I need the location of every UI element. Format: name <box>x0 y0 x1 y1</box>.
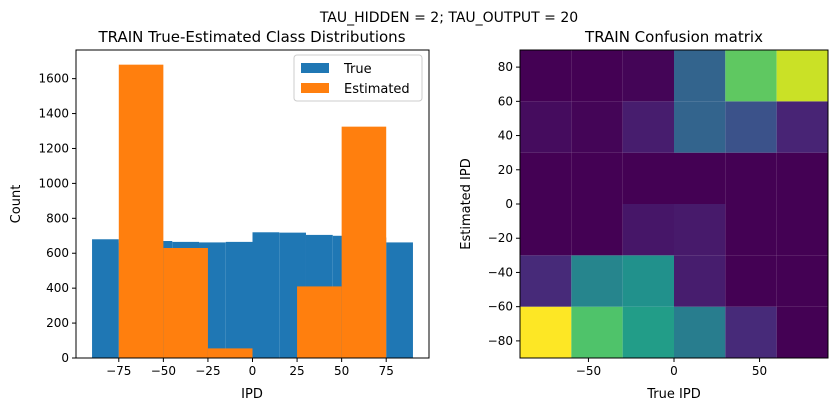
x-tick-label: −25 <box>195 364 220 378</box>
x-tick-label: −50 <box>151 364 176 378</box>
true-bar <box>386 242 413 358</box>
legend-swatch-true <box>301 63 329 73</box>
confusion-matrix-cell <box>725 306 777 358</box>
confusion-matrix-cell <box>520 152 572 204</box>
y-tick-label: 80 <box>498 60 513 74</box>
confusion-matrix-cell <box>622 204 674 256</box>
x-tick-label: 75 <box>379 364 394 378</box>
confusion-matrix-cell <box>725 204 777 256</box>
confusion-matrix-y-ticks: −80 −60 −40 −20 0 20 40 60 80 <box>488 60 520 348</box>
y-tick-label: 0 <box>61 351 69 365</box>
y-tick-label: 1200 <box>38 141 69 155</box>
y-tick-label: 400 <box>46 281 69 295</box>
x-tick-label: 0 <box>670 364 678 378</box>
histogram-y-label: Count <box>9 185 24 224</box>
confusion-matrix-cell <box>674 306 726 358</box>
confusion-matrix-chart: TRAIN Confusion matrix −50 0 50 −80−60−40−… <box>459 28 829 402</box>
estimated-bar <box>341 126 387 359</box>
y-tick-label: 60 <box>498 94 513 108</box>
confusion-matrix-cell <box>571 50 623 102</box>
legend-swatch-estimated <box>301 83 329 93</box>
true-bar <box>252 232 280 358</box>
estimated-bar <box>207 348 253 358</box>
y-tick-label: −80 <box>488 334 513 348</box>
y-tick-label: 600 <box>46 246 69 260</box>
confusion-matrix-cell <box>725 50 777 102</box>
confusion-matrix-cell <box>571 152 623 204</box>
x-tick-label: 25 <box>289 364 304 378</box>
histogram-y-ticks: 0 200 400 600 800 1000 1200 1400 1600 <box>38 72 76 365</box>
confusion-matrix-cell <box>571 101 623 153</box>
y-tick-label: 1400 <box>38 107 69 121</box>
histogram-x-label: IPD <box>241 387 263 402</box>
confusion-matrix-cell <box>776 255 828 307</box>
x-tick-label: 50 <box>752 364 767 378</box>
histogram-legend: True Estimated <box>293 54 423 102</box>
estimated-series-bars <box>118 64 387 359</box>
confusion-matrix-cell <box>776 152 828 204</box>
figure-suptitle: TAU_HIDDEN = 2; TAU_OUTPUT = 20 <box>319 10 578 26</box>
x-tick-label: 50 <box>334 364 349 378</box>
x-tick-label: −75 <box>106 364 131 378</box>
legend-label-true: True <box>343 62 372 77</box>
confusion-matrix-cell <box>776 101 828 153</box>
x-tick-label: 0 <box>249 364 257 378</box>
confusion-matrix-cell <box>520 204 572 256</box>
x-tick-label: −50 <box>576 364 601 378</box>
confusion-matrix-cell <box>622 101 674 153</box>
y-tick-label: 800 <box>46 211 69 225</box>
confusion-matrix-cell <box>622 306 674 358</box>
y-tick-label: 0 <box>505 197 513 211</box>
confusion-matrix-cell <box>674 50 726 102</box>
y-tick-label: −60 <box>488 300 513 314</box>
confusion-matrix-cell <box>776 50 828 102</box>
confusion-matrix-cell <box>520 255 572 307</box>
confusion-matrix-cell <box>520 50 572 102</box>
estimated-bar <box>163 248 208 358</box>
confusion-matrix-x-ticks: −50 0 50 <box>576 358 767 378</box>
confusion-matrix-cell <box>571 306 623 358</box>
y-tick-label: −20 <box>488 231 513 245</box>
confusion-matrix-x-label: True IPD <box>646 387 700 402</box>
confusion-matrix-y-label: Estimated IPD <box>459 158 474 250</box>
y-tick-label: 1600 <box>38 72 69 86</box>
confusion-matrix-cell <box>674 101 726 153</box>
confusion-matrix-title: TRAIN Confusion matrix <box>584 28 763 46</box>
true-bar <box>225 241 253 358</box>
y-tick-label: −40 <box>488 265 513 279</box>
estimated-bar <box>297 286 342 358</box>
confusion-matrix-cell <box>520 306 572 358</box>
confusion-matrix-cell <box>725 152 777 204</box>
confusion-matrix-cell <box>674 255 726 307</box>
y-tick-label: 1000 <box>38 176 69 190</box>
confusion-matrix-cell <box>571 255 623 307</box>
histogram-x-ticks: −75 −50 −25 0 25 50 75 <box>106 358 394 378</box>
y-tick-label: 40 <box>498 129 513 143</box>
estimated-bar <box>118 64 164 359</box>
confusion-matrix-cell <box>622 152 674 204</box>
histogram-chart: TRAIN True-Estimated Class Distributions… <box>9 28 430 402</box>
confusion-matrix-cell <box>776 204 828 256</box>
legend-label-estimated: Estimated <box>344 82 410 97</box>
confusion-matrix-cells <box>520 50 828 358</box>
y-tick-label: 20 <box>498 163 513 177</box>
confusion-matrix-cell <box>520 101 572 153</box>
confusion-matrix-cell <box>776 306 828 358</box>
confusion-matrix-cell <box>622 50 674 102</box>
true-bar <box>92 239 119 358</box>
confusion-matrix-cell <box>674 204 726 256</box>
confusion-matrix-cell <box>725 255 777 307</box>
confusion-matrix-cell <box>674 152 726 204</box>
confusion-matrix-cell <box>725 101 777 153</box>
y-tick-label: 200 <box>46 316 69 330</box>
histogram-title: TRAIN True-Estimated Class Distributions <box>97 28 405 46</box>
confusion-matrix-cell <box>571 204 623 256</box>
confusion-matrix-cell <box>622 255 674 307</box>
